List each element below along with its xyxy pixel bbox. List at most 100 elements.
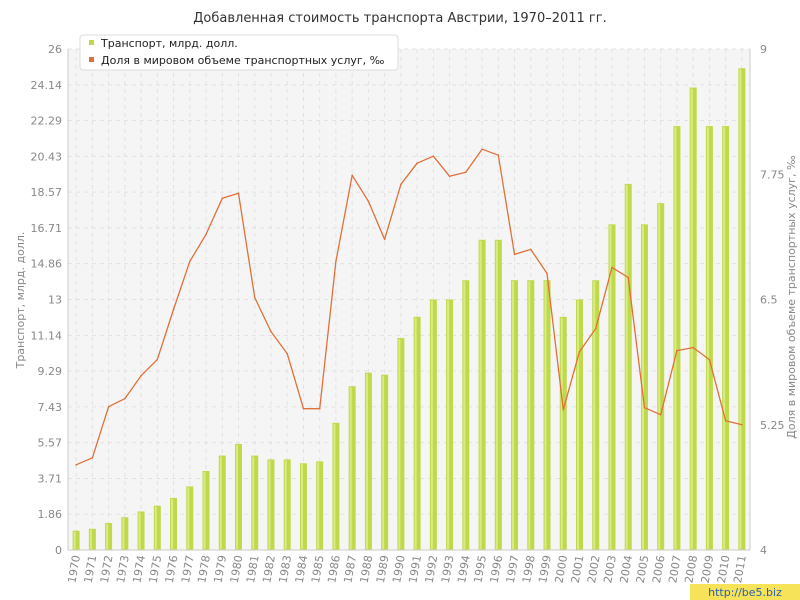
- line-point: [562, 408, 565, 411]
- bar: [283, 459, 291, 550]
- bar-highlight: [365, 373, 368, 549]
- bar: [738, 68, 746, 551]
- bar: [316, 461, 324, 550]
- chart-title: Добавленная стоимость транспорта Австрии…: [193, 11, 606, 26]
- line-point: [432, 155, 435, 158]
- x-tick-label: 1970: [65, 554, 83, 584]
- bar-highlight: [106, 524, 109, 549]
- left-axis-title: Транспорт, млрд. долл.: [14, 232, 27, 370]
- line-series: [75, 148, 743, 466]
- right-axis-title: Доля в мировом объеме транспортных услуг…: [785, 155, 798, 439]
- bar: [153, 505, 161, 550]
- line-point: [172, 308, 175, 311]
- x-tick-label: 1992: [423, 554, 441, 584]
- bar: [705, 126, 713, 551]
- bar-highlight: [512, 281, 515, 549]
- bar-highlight: [739, 69, 742, 550]
- bar-highlight: [187, 487, 190, 549]
- bar-highlight: [219, 456, 222, 549]
- legend-box: [79, 34, 399, 71]
- bar-highlight: [414, 317, 417, 549]
- x-tick-label: 1986: [325, 554, 343, 584]
- x-tick-label: 1984: [293, 554, 311, 584]
- x-tick-label: 2010: [715, 554, 733, 584]
- x-tick-label: 2008: [682, 554, 700, 584]
- left-tick-label: 11.14: [31, 329, 63, 342]
- x-tick-label: 2006: [650, 554, 668, 584]
- x-tick-label: 1972: [98, 554, 116, 584]
- bar-highlight: [138, 512, 141, 549]
- bar-highlight: [609, 225, 612, 549]
- bar-highlight: [73, 531, 76, 549]
- bar-highlight: [560, 317, 563, 549]
- line-point: [383, 238, 386, 241]
- bar: [429, 299, 437, 550]
- bar: [640, 224, 648, 550]
- x-tick-label: 1982: [260, 554, 278, 584]
- left-tick-label: 5.57: [38, 437, 63, 450]
- bar-highlight: [544, 281, 547, 549]
- left-tick-label: 16.71: [31, 222, 63, 235]
- bar-highlight: [674, 127, 677, 550]
- bar-highlight: [300, 464, 303, 549]
- bar: [235, 444, 242, 550]
- bar-highlight: [236, 445, 238, 549]
- x-tick-label: 1976: [163, 554, 181, 584]
- bar: [72, 530, 80, 550]
- left-tick-label: 26: [48, 43, 62, 56]
- bar: [332, 422, 340, 550]
- bar-highlight: [479, 240, 482, 549]
- x-tick-label: 1993: [439, 554, 457, 584]
- x-tick-label: 1977: [179, 554, 197, 584]
- bar-highlight: [706, 127, 709, 550]
- bar: [381, 374, 389, 550]
- right-tick-label: 9: [760, 43, 767, 56]
- watermark-background: [690, 584, 800, 600]
- bar-highlight: [463, 281, 466, 549]
- bar-highlight: [398, 339, 401, 549]
- bar-highlight: [528, 281, 531, 549]
- line-point: [724, 419, 727, 422]
- bar: [576, 299, 583, 550]
- x-tick-label: 1994: [455, 554, 473, 584]
- x-tick-label: 2009: [699, 554, 717, 584]
- line-point: [188, 260, 191, 263]
- bar-highlight: [495, 240, 498, 549]
- line-point: [367, 200, 370, 203]
- bar: [592, 280, 600, 550]
- x-tick-label: 1991: [406, 554, 424, 584]
- line-point: [659, 413, 662, 416]
- line-point: [497, 154, 500, 157]
- legend: Транспорт, млрд. долл. Доля в мировом об…: [79, 34, 399, 71]
- bar: [348, 386, 356, 550]
- bar-highlight: [203, 471, 206, 549]
- bar-highlight: [658, 204, 661, 549]
- line-point: [643, 406, 646, 409]
- legend-marker-line: [89, 57, 94, 62]
- bar: [494, 239, 502, 550]
- x-tick-label: 1985: [309, 554, 327, 584]
- line-point: [302, 407, 305, 410]
- bar: [527, 280, 535, 550]
- bar-highlight: [268, 460, 271, 549]
- line-point: [75, 464, 77, 466]
- left-tick-label: 1.86: [38, 508, 63, 521]
- x-tick-label: 1999: [536, 554, 554, 584]
- x-tick-label: 1997: [504, 554, 522, 584]
- bar: [511, 280, 519, 550]
- bar-highlight: [284, 460, 287, 549]
- bar: [624, 183, 632, 550]
- left-tick-label: 7.43: [38, 401, 63, 414]
- left-tick-label: 13: [48, 294, 62, 307]
- bar-highlight: [252, 456, 255, 549]
- bar-series: [72, 68, 746, 551]
- line-point: [253, 296, 256, 299]
- bar-highlight: [690, 88, 693, 550]
- x-tick-label: 2007: [666, 554, 684, 584]
- x-tick-label: 1983: [277, 554, 295, 584]
- x-tick-label: 1987: [341, 554, 359, 584]
- bar: [218, 455, 226, 550]
- line-point: [400, 183, 402, 186]
- bar-highlight: [333, 423, 336, 549]
